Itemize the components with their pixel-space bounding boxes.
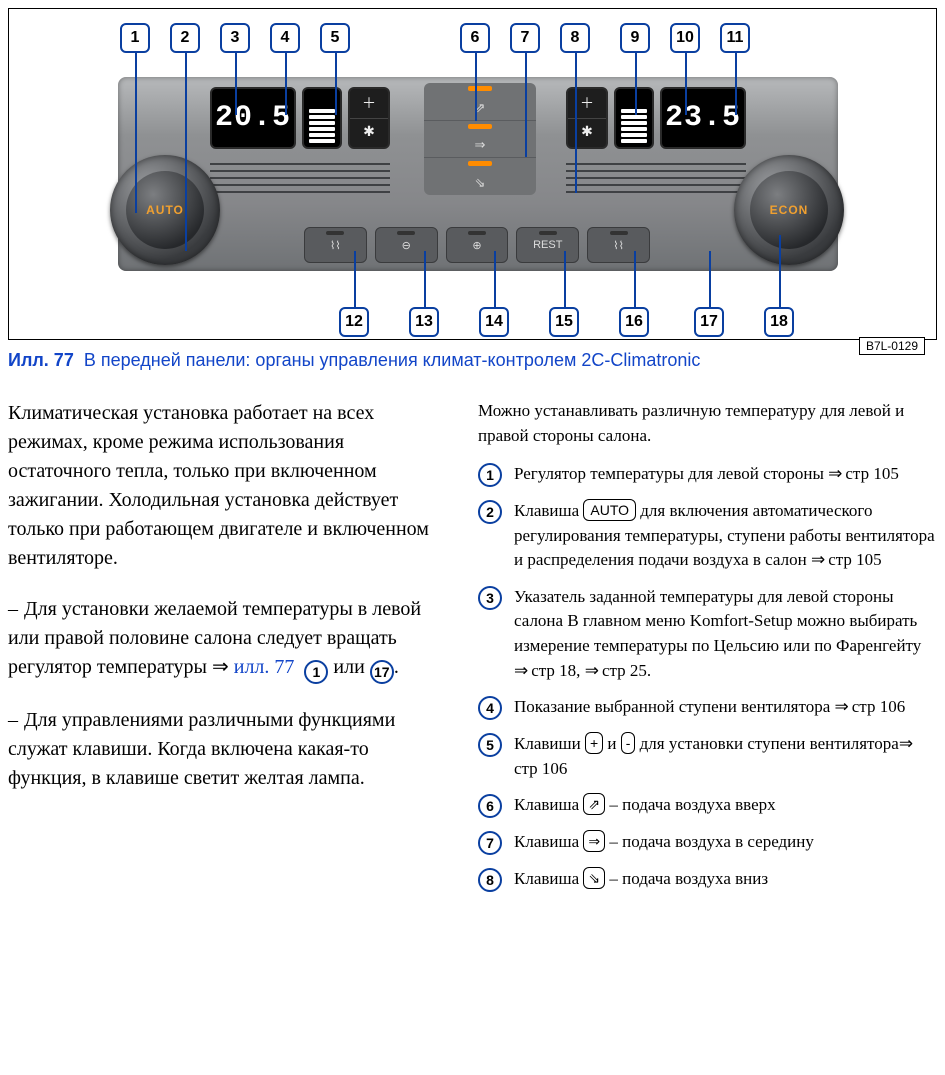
- vent-direction-stack[interactable]: ⇗ ⇒ ⇘: [424, 83, 536, 195]
- item-num: 2: [478, 500, 502, 524]
- callout-11: 11: [720, 23, 750, 53]
- callout-16: 16: [619, 307, 649, 337]
- left-fan-plusminus[interactable]: ＋ ✱: [348, 87, 390, 149]
- right-intro: Можно устанавливать различную температур…: [478, 399, 937, 448]
- callout-1: 1: [120, 23, 150, 53]
- item-num: 8: [478, 868, 502, 892]
- ref-num-17: 17: [370, 660, 394, 684]
- climate-panel: 20.5 ＋ ✱ ⇗ ⇒ ⇘ ＋ ✱: [118, 77, 838, 271]
- bottom-button-16[interactable]: ⌇⌇: [587, 227, 650, 263]
- right-item-5: 5Клавиши + и - для установки ступени вен…: [478, 732, 937, 781]
- right-temp-display: 23.5: [660, 87, 746, 149]
- callout-17: 17: [694, 307, 724, 337]
- callout-10: 10: [670, 23, 700, 53]
- callout-7: 7: [510, 23, 540, 53]
- left-column: Климатическая установка работает на всех…: [8, 399, 438, 815]
- right-item-8: 8Клавиша ⇘ – подача воздуха вниз: [478, 867, 937, 892]
- bottom-button-12[interactable]: ⌇⌇: [304, 227, 367, 263]
- para-2: –Для установки желаемой температуры в ле…: [8, 595, 438, 684]
- image-code-label: B7L-0129: [859, 337, 925, 355]
- right-item-3: 3Указатель заданной температуры для лево…: [478, 585, 937, 684]
- vent-up[interactable]: ⇗: [424, 83, 536, 120]
- callout-12: 12: [339, 307, 369, 337]
- item-num: 4: [478, 696, 502, 720]
- figure-caption: Илл. 77 В передней панели: органы управл…: [8, 350, 937, 371]
- right-column: Можно устанавливать различную температур…: [478, 399, 937, 903]
- right-item-1: 1Регулятор температуры для левой стороны…: [478, 462, 937, 487]
- left-temp-knob[interactable]: AUTO: [110, 155, 220, 265]
- callout-3: 3: [220, 23, 250, 53]
- right-temp-knob[interactable]: ECON: [734, 155, 844, 265]
- bottom-button-15[interactable]: REST: [516, 227, 579, 263]
- item-num: 5: [478, 733, 502, 757]
- right-item-2: 2Клавиша AUTO для включения автоматическ…: [478, 499, 937, 573]
- item-num: 7: [478, 831, 502, 855]
- item-num: 1: [478, 463, 502, 487]
- bottom-button-14[interactable]: ⊕: [446, 227, 509, 263]
- callout-18: 18: [764, 307, 794, 337]
- right-item-7: 7Клавиша ⇒ – подача воздуха в середину: [478, 830, 937, 855]
- fig-ref: илл. 77: [234, 656, 295, 678]
- vent-mid[interactable]: ⇒: [424, 120, 536, 158]
- callout-2: 2: [170, 23, 200, 53]
- figure-container: 20.5 ＋ ✱ ⇗ ⇒ ⇘ ＋ ✱: [8, 8, 937, 340]
- callout-15: 15: [549, 307, 579, 337]
- right-item-list: 1Регулятор температуры для левой стороны…: [478, 462, 937, 891]
- right-fan-bars: [614, 87, 654, 149]
- callout-5: 5: [320, 23, 350, 53]
- auto-button[interactable]: AUTO: [126, 171, 204, 249]
- item-num: 6: [478, 794, 502, 818]
- left-temp-display: 20.5: [210, 87, 296, 149]
- callout-8: 8: [560, 23, 590, 53]
- callout-13: 13: [409, 307, 439, 337]
- right-item-4: 4Показание выбранной ступени вентилятора…: [478, 695, 937, 720]
- right-item-6: 6Клавиша ⇗ – подача воздуха вверх: [478, 793, 937, 818]
- plus-icon: ＋: [350, 89, 388, 118]
- para-1: Климатическая установка работает на всех…: [8, 399, 438, 573]
- caption-label: Илл. 77: [8, 350, 74, 370]
- plus-icon: ＋: [568, 89, 606, 118]
- callout-9: 9: [620, 23, 650, 53]
- callout-6: 6: [460, 23, 490, 53]
- body-columns: Климатическая установка работает на всех…: [8, 399, 937, 903]
- caption-text: В передней панели: органы управления кли…: [84, 350, 701, 370]
- ref-num-1: 1: [304, 660, 328, 684]
- para-3: –Для управлениями различными функциями с…: [8, 706, 438, 793]
- figure-canvas: 20.5 ＋ ✱ ⇗ ⇒ ⇘ ＋ ✱: [20, 15, 925, 333]
- vent-down[interactable]: ⇘: [424, 157, 536, 195]
- fan-icon: ✱: [350, 118, 388, 148]
- right-fan-plusminus[interactable]: ＋ ✱: [566, 87, 608, 149]
- callout-14: 14: [479, 307, 509, 337]
- bottom-button-13[interactable]: ⊖: [375, 227, 438, 263]
- fan-icon: ✱: [568, 118, 606, 148]
- item-num: 3: [478, 586, 502, 610]
- econ-button[interactable]: ECON: [750, 171, 828, 249]
- callout-4: 4: [270, 23, 300, 53]
